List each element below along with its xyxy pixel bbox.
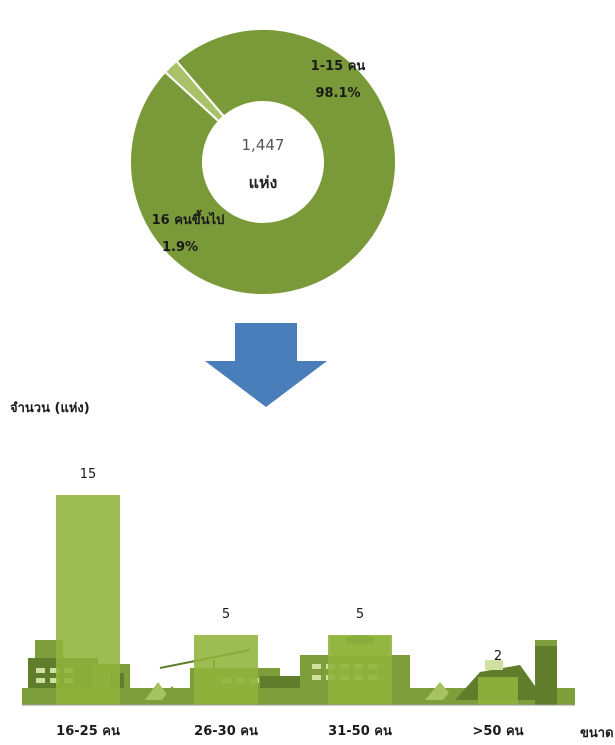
cooling-tower [535, 640, 557, 705]
bar-value-label-1: 5 [222, 607, 230, 622]
window-0 [36, 668, 45, 673]
x-axis-title: ขนาด [580, 726, 614, 741]
window-14 [312, 675, 321, 680]
bar-value-label-0: 15 [80, 467, 97, 482]
window-3 [36, 678, 45, 683]
building-3b [260, 676, 300, 688]
bar-value-label-2: 5 [356, 607, 364, 622]
tree-2 [145, 682, 171, 700]
donut-center-value: 1,447 [242, 136, 285, 154]
category-label-1: 26-30 คน [194, 724, 258, 739]
bar-3 [478, 677, 518, 705]
window-9 [312, 664, 321, 669]
window-4 [50, 678, 59, 683]
slice-label-small: 16 คนขึ้นไป [152, 209, 225, 228]
category-label-2: 31-50 คน [328, 724, 392, 739]
smoke-cloud [485, 660, 503, 670]
y-axis-title: จำนวน (แห่ง) [10, 400, 90, 416]
slice-label-main: 1-15 คน [311, 59, 366, 74]
bar-series: 15 16-25 คน 5 26-30 คน 5 31-50 คน 2 >50 คน [56, 467, 524, 739]
donut-center-unit: แห่ง [249, 173, 278, 192]
bar-value-label-3: 2 [494, 649, 502, 664]
bar-0 [56, 495, 120, 705]
window-1 [50, 668, 59, 673]
category-label-0: 16-25 คน [56, 724, 120, 739]
slice-percent-main: 98.1% [315, 86, 360, 101]
category-label-3: >50 คน [472, 724, 523, 739]
donut-slice-0 [129, 28, 397, 296]
bar-1 [194, 635, 258, 705]
tree-3 [162, 686, 182, 700]
down-arrow-icon [205, 323, 327, 407]
bar-2 [328, 635, 392, 705]
donut-chart [129, 28, 397, 296]
slice-percent-small: 1.9% [162, 240, 198, 255]
cooling-tower-rim [535, 640, 557, 646]
